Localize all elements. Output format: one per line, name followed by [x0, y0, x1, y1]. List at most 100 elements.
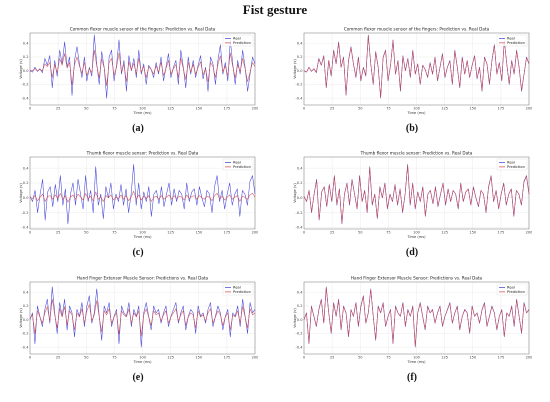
x-tick-label: 175 [223, 231, 230, 235]
x-tick-label: 75 [112, 107, 117, 111]
x-tick-label: 150 [195, 107, 203, 111]
x-tick-label: 200 [252, 107, 258, 111]
chart-svg-e: Hand Finger Extensor Muscle Sensor: Pred… [19, 276, 258, 365]
x-tick-label: 25 [56, 107, 61, 111]
y-axis-label: Voltage (v) [19, 308, 23, 328]
x-tick-label: 100 [413, 356, 421, 360]
chart-svg-b: Common flexor muscle sensor of the finge… [293, 27, 532, 116]
x-tick-label: 150 [195, 356, 203, 360]
subfigure-label-a: (a) [132, 123, 144, 134]
x-tick-label: 75 [386, 231, 391, 235]
x-tick-label: 75 [112, 356, 117, 360]
chart-panel-a: Common flexor muscle sensor of the finge… [18, 26, 258, 121]
legend-label-real: Real [233, 37, 241, 41]
series-line-prediction [303, 287, 530, 347]
legend-label-real: Real [507, 37, 515, 41]
legend-label-real: Real [507, 286, 515, 290]
subfigure-label-f: (f) [407, 372, 417, 383]
y-tick-label: -0.4 [295, 345, 303, 349]
y-tick-label: 0.4 [297, 41, 303, 45]
y-tick-label: 0.0 [23, 318, 29, 322]
y-tick-label: 0.0 [297, 196, 303, 200]
x-tick-label: 75 [112, 231, 117, 235]
chart-panel-f: Hand Finger Extensor Muscle Sensor: Pred… [292, 275, 532, 370]
chart-title: Thumb flexor muscle sensor: Prediction v… [86, 151, 199, 156]
x-tick-label: 25 [330, 356, 335, 360]
y-tick-label: -0.4 [295, 96, 303, 100]
axes-frame [29, 32, 256, 106]
x-tick-label: 0 [303, 356, 306, 360]
x-tick-label: 100 [139, 231, 147, 235]
chart-title: Common flexor muscle sensor of the finge… [344, 27, 490, 32]
subfigure-label-c: (c) [132, 247, 144, 258]
x-tick-label: 50 [358, 356, 363, 360]
x-tick-label: 125 [167, 356, 174, 360]
chart-panel-e: Hand Finger Extensor Muscle Sensor: Pred… [18, 275, 258, 370]
figure-title: Fist gesture [242, 2, 308, 17]
series-line-prediction [303, 35, 530, 98]
y-tick-label: -0.2 [21, 211, 28, 215]
legend-label-prediction: Prediction [233, 165, 251, 169]
y-tick-label: 0.2 [297, 181, 303, 185]
y-tick-label: 0.2 [23, 181, 29, 185]
x-tick-label: 175 [497, 231, 504, 235]
legend-box [496, 34, 528, 47]
y-tick-label: 0.2 [297, 304, 303, 308]
y-tick-label: 0.4 [297, 166, 303, 170]
x-axis-label: Time (ms) [132, 235, 152, 239]
x-tick-label: 150 [469, 356, 477, 360]
chart-svg-a: Common flexor muscle sensor of the finge… [19, 27, 258, 116]
y-tick-label: 0.4 [23, 166, 29, 170]
x-tick-label: 50 [358, 231, 363, 235]
y-axis-label: Voltage (v) [293, 183, 297, 203]
series-line-prediction [29, 190, 256, 203]
x-axis-label: Time (ms) [406, 235, 426, 239]
x-axis-label: Time (ms) [132, 111, 152, 115]
y-tick-label: -0.2 [295, 211, 302, 215]
x-tick-label: 175 [223, 356, 230, 360]
x-tick-label: 25 [330, 231, 335, 235]
x-tick-label: 100 [413, 107, 421, 111]
axes-frame [303, 32, 530, 106]
x-tick-label: 0 [29, 231, 32, 235]
series-line-prediction [303, 164, 530, 224]
y-tick-label: -0.4 [21, 226, 29, 230]
x-tick-label: 200 [252, 356, 258, 360]
chart-svg-f: Hand Finger Extensor Muscle Sensor: Pred… [293, 276, 532, 365]
x-tick-label: 100 [413, 231, 421, 235]
x-tick-label: 175 [497, 107, 504, 111]
legend-box [222, 283, 254, 296]
y-tick-label: -0.4 [21, 345, 29, 349]
x-tick-label: 125 [167, 107, 174, 111]
legend-label-prediction: Prediction [507, 290, 525, 294]
chart-svg-d: Thumb flexor muscle sensor: Prediction v… [293, 151, 532, 240]
x-tick-label: 50 [84, 231, 89, 235]
x-tick-label: 75 [386, 107, 391, 111]
x-tick-label: 125 [167, 231, 174, 235]
x-tick-label: 50 [84, 356, 89, 360]
chart-panel-c: Thumb flexor muscle sensor: Prediction v… [18, 150, 258, 245]
x-tick-label: 75 [386, 356, 391, 360]
legend-label-prediction: Prediction [233, 41, 251, 45]
chart-svg-c: Thumb flexor muscle sensor: Prediction v… [19, 151, 258, 240]
series-line-prediction [29, 49, 256, 87]
legend-label-real: Real [233, 286, 241, 290]
x-axis-label: Time (ms) [406, 111, 426, 115]
legend-box [496, 158, 528, 171]
x-tick-label: 200 [526, 356, 532, 360]
x-tick-label: 25 [330, 107, 335, 111]
x-tick-label: 150 [195, 231, 203, 235]
x-tick-label: 200 [526, 107, 532, 111]
subfigure-label-e: (e) [132, 372, 144, 383]
chart-title: Thumb flexor muscle sensor: Prediction v… [360, 151, 473, 156]
legend-box [496, 283, 528, 296]
x-tick-label: 25 [56, 231, 61, 235]
x-tick-label: 125 [441, 356, 448, 360]
y-tick-label: 0.4 [23, 290, 29, 294]
x-tick-label: 0 [303, 107, 306, 111]
y-tick-label: -0.4 [295, 226, 303, 230]
x-tick-label: 0 [303, 231, 306, 235]
y-tick-label: -0.2 [295, 83, 302, 87]
y-tick-label: 0.4 [23, 41, 29, 45]
x-tick-label: 200 [252, 231, 258, 235]
